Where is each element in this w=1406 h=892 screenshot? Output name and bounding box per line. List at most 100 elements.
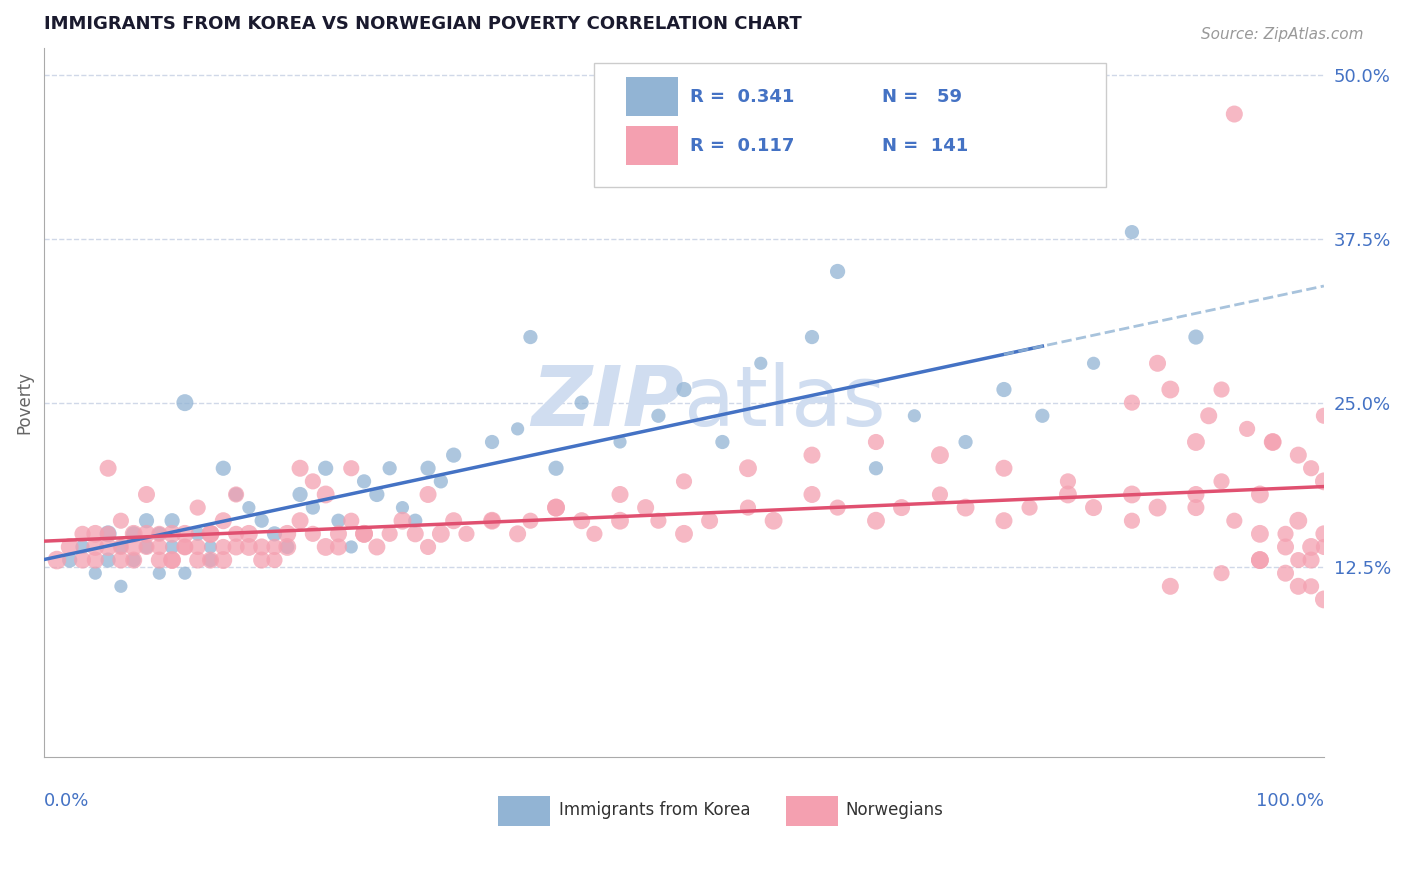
Point	[110, 514, 132, 528]
Text: Source: ZipAtlas.com: Source: ZipAtlas.com	[1201, 27, 1364, 42]
Point	[353, 526, 375, 541]
Point	[366, 487, 388, 501]
Text: 100.0%: 100.0%	[1256, 792, 1324, 810]
Point	[97, 461, 120, 475]
Point	[148, 526, 170, 541]
Point	[263, 526, 285, 541]
Point	[1313, 475, 1336, 489]
Point	[890, 500, 912, 515]
Point	[59, 553, 82, 567]
Point	[993, 461, 1015, 475]
Point	[1301, 540, 1323, 554]
Point	[1249, 553, 1271, 567]
Point	[404, 526, 426, 541]
Point	[110, 540, 132, 554]
Point	[1301, 461, 1323, 475]
Point	[1301, 579, 1323, 593]
Point	[609, 435, 631, 450]
Point	[288, 461, 311, 475]
Point	[302, 475, 325, 489]
Point	[378, 461, 401, 475]
Point	[544, 500, 567, 515]
Text: ZIP: ZIP	[531, 362, 683, 443]
Point	[955, 435, 977, 450]
Text: IMMIGRANTS FROM KOREA VS NORWEGIAN POVERTY CORRELATION CHART: IMMIGRANTS FROM KOREA VS NORWEGIAN POVER…	[44, 15, 801, 33]
Text: Immigrants from Korea: Immigrants from Korea	[558, 801, 749, 819]
Point	[993, 383, 1015, 397]
Point	[148, 566, 170, 581]
Point	[1313, 409, 1336, 423]
Text: Norwegians: Norwegians	[845, 801, 943, 819]
Point	[340, 514, 363, 528]
Point	[200, 553, 222, 567]
Point	[519, 514, 541, 528]
Point	[135, 514, 157, 528]
Point	[135, 540, 157, 554]
Point	[416, 461, 439, 475]
FancyBboxPatch shape	[786, 796, 838, 826]
Point	[1223, 107, 1246, 121]
Point	[634, 500, 657, 515]
Point	[288, 514, 311, 528]
Point	[135, 526, 157, 541]
Point	[443, 514, 465, 528]
Point	[200, 526, 222, 541]
Point	[97, 553, 120, 567]
Point	[200, 540, 222, 554]
Point	[250, 540, 273, 554]
Point	[238, 526, 260, 541]
Point	[1083, 356, 1105, 370]
Point	[1159, 383, 1181, 397]
Point	[391, 514, 413, 528]
Point	[250, 553, 273, 567]
Point	[212, 540, 235, 554]
Point	[544, 500, 567, 515]
Point	[583, 526, 606, 541]
Point	[97, 540, 120, 554]
Point	[699, 514, 721, 528]
Point	[430, 475, 453, 489]
Point	[110, 553, 132, 567]
Point	[1236, 422, 1258, 436]
Point	[328, 526, 350, 541]
Point	[571, 395, 593, 409]
Point	[263, 540, 285, 554]
Point	[84, 553, 107, 567]
Point	[1313, 592, 1336, 607]
Point	[200, 526, 222, 541]
Point	[672, 526, 695, 541]
Point	[135, 540, 157, 554]
Point	[225, 540, 247, 554]
Point	[801, 330, 824, 344]
Point	[212, 553, 235, 567]
Point	[288, 487, 311, 501]
Point	[1261, 435, 1284, 450]
Point	[865, 435, 887, 450]
Point	[173, 540, 195, 554]
Point	[378, 526, 401, 541]
Point	[225, 487, 247, 501]
Point	[315, 487, 337, 501]
Point	[737, 500, 759, 515]
Point	[84, 566, 107, 581]
Point	[609, 514, 631, 528]
Point	[955, 500, 977, 515]
Point	[416, 540, 439, 554]
Point	[1286, 579, 1309, 593]
Text: R =  0.117: R = 0.117	[690, 137, 794, 155]
Point	[160, 553, 183, 567]
Point	[1274, 526, 1296, 541]
Point	[225, 487, 247, 501]
Point	[160, 526, 183, 541]
Point	[187, 500, 209, 515]
Point	[827, 264, 849, 278]
Point	[1146, 356, 1168, 370]
Point	[1159, 579, 1181, 593]
Point	[225, 526, 247, 541]
Point	[212, 514, 235, 528]
Point	[263, 553, 285, 567]
Point	[160, 540, 183, 554]
Text: 0.0%: 0.0%	[44, 792, 90, 810]
Point	[353, 526, 375, 541]
Point	[122, 540, 145, 554]
